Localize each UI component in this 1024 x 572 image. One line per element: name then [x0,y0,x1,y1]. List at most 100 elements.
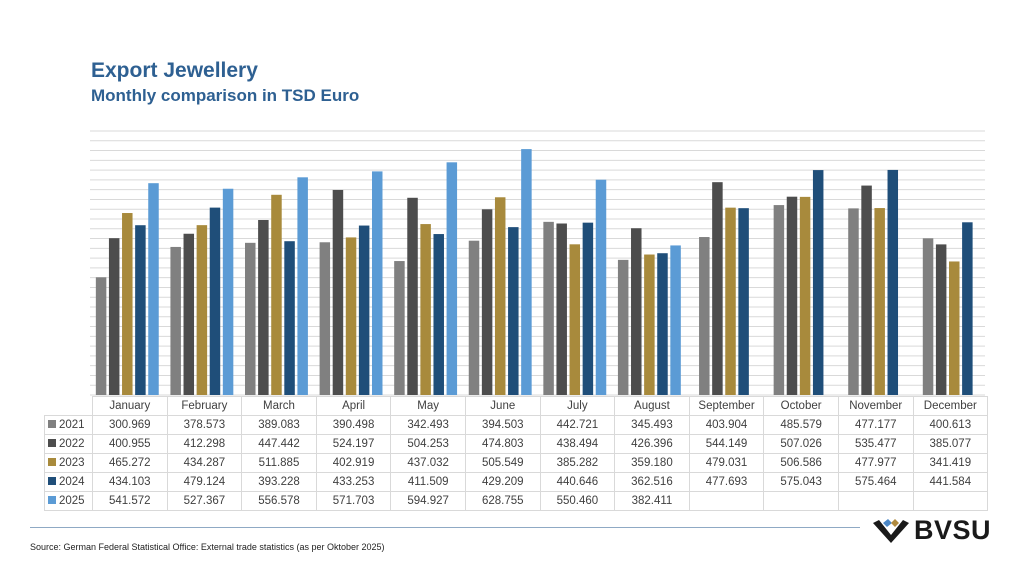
data-label: 544.149 [688,434,765,454]
data-label: 390.498 [315,415,392,435]
data-label: 527.367 [166,491,243,511]
bar-may-2023 [420,224,431,395]
bar-october-2023 [799,196,811,395]
data-label [837,491,914,511]
data-label: 362.516 [614,472,690,492]
bar-february-2021 [170,246,181,395]
table-row: 2023 465.272 434.287 511.885 402.919 437.032 5… [44,453,989,473]
data-label: 429.209 [464,472,541,492]
data-label: 393.228 [241,472,317,492]
bar-november-2022 [861,185,872,395]
month-label: March [241,396,317,416]
month-label: November [837,396,914,416]
table-row: 2021 300.969 378.573 389.083 390.498 342.493 3… [44,415,989,435]
data-label: 474.803 [464,434,541,454]
data-label: 440.646 [539,472,616,492]
data-table: January February March April May June July Augu… [44,396,989,511]
bar-february-2024 [209,207,221,395]
month-label: February [166,396,243,416]
month-label: December [912,396,989,416]
bar-april-2022 [332,189,344,395]
data-label: 385.077 [912,434,989,454]
data-label: 341.419 [912,453,989,473]
bvsu-logo-icon [873,518,909,543]
data-label: 300.969 [92,415,168,435]
bar-december-2022 [935,244,947,395]
bar-may-2024 [433,234,444,395]
month-label: April [315,396,392,416]
bar-december-2021 [922,238,934,395]
data-label: 479.124 [166,472,243,492]
bar-may-2025 [446,162,458,395]
table-header-row: January February March April May June July Augu… [44,396,989,416]
table-row: 2024 434.103 479.124 393.228 433.253 411.509 4… [44,472,989,492]
bar-september-2023 [725,207,736,395]
bar-january-2021 [95,277,107,395]
data-label: 403.904 [688,415,765,435]
bar-chart [90,130,985,396]
data-label: 442.721 [539,415,616,435]
bar-november-2024 [887,169,899,395]
bar-february-2023 [196,225,208,395]
data-label: 477.177 [837,415,914,435]
bar-may-2021 [394,261,405,395]
data-label: 477.693 [688,472,765,492]
data-label: 477.977 [837,453,914,473]
data-label: 359.180 [614,453,690,473]
table-row: 2022 400.955 412.298 447.442 524.197 504.253 4… [44,434,989,454]
bvsu-logo: BVSU [872,515,991,546]
bar-july-2021 [543,221,554,395]
data-label: 345.493 [614,415,690,435]
data-label: 465.272 [92,453,168,473]
data-label: 437.032 [390,453,466,473]
data-label [688,491,765,511]
data-label: 434.287 [166,453,243,473]
bar-june-2023 [494,197,506,395]
page-subtitle: Monthly comparison in TSD Euro [91,86,360,105]
bar-february-2022 [183,233,195,395]
bar-march-2023 [271,194,282,395]
data-label: 400.613 [912,415,989,435]
legend-swatch [48,477,56,485]
data-label: 479.031 [688,453,765,473]
bar-july-2022 [556,223,567,395]
legend-label: 2023 [59,457,85,469]
data-label: 438.494 [539,434,616,454]
data-label: 412.298 [166,434,243,454]
bar-october-2021 [773,205,785,395]
data-label: 400.955 [92,434,168,454]
bar-july-2024 [582,222,594,395]
data-label: 505.549 [464,453,541,473]
data-label: 556.578 [241,491,317,511]
data-label: 504.253 [390,434,466,454]
bar-september-2021 [699,237,710,395]
table-row: 2025 541.572 527.367 556.578 571.703 594.927 6… [44,491,989,511]
data-label: 541.572 [92,491,168,511]
logo-text: BVSU [914,515,992,545]
bar-may-2022 [407,197,418,395]
legend-entry: 2022 [44,434,93,454]
legend-swatch [48,496,56,504]
legend-label: 2025 [59,495,85,507]
data-label: 426.396 [614,434,690,454]
data-label: 507.026 [763,434,839,454]
data-label: 385.282 [539,453,616,473]
bar-april-2025 [371,171,383,395]
data-label: 594.927 [390,491,466,511]
data-label [912,491,989,511]
data-label: 441.584 [912,472,989,492]
data-label: 402.919 [315,453,392,473]
bar-september-2022 [712,182,723,395]
bar-january-2024 [135,225,146,395]
bar-october-2022 [786,196,798,395]
legend-label: 2024 [59,476,85,488]
data-label: 571.703 [315,491,392,511]
data-label: 485.579 [763,415,839,435]
month-label: September [688,396,765,416]
legend-label: 2022 [59,438,85,450]
bar-december-2024 [962,222,973,395]
data-label: 342.493 [390,415,466,435]
legend-label: 2021 [59,419,85,431]
data-label [763,491,839,511]
bar-march-2024 [284,241,295,395]
